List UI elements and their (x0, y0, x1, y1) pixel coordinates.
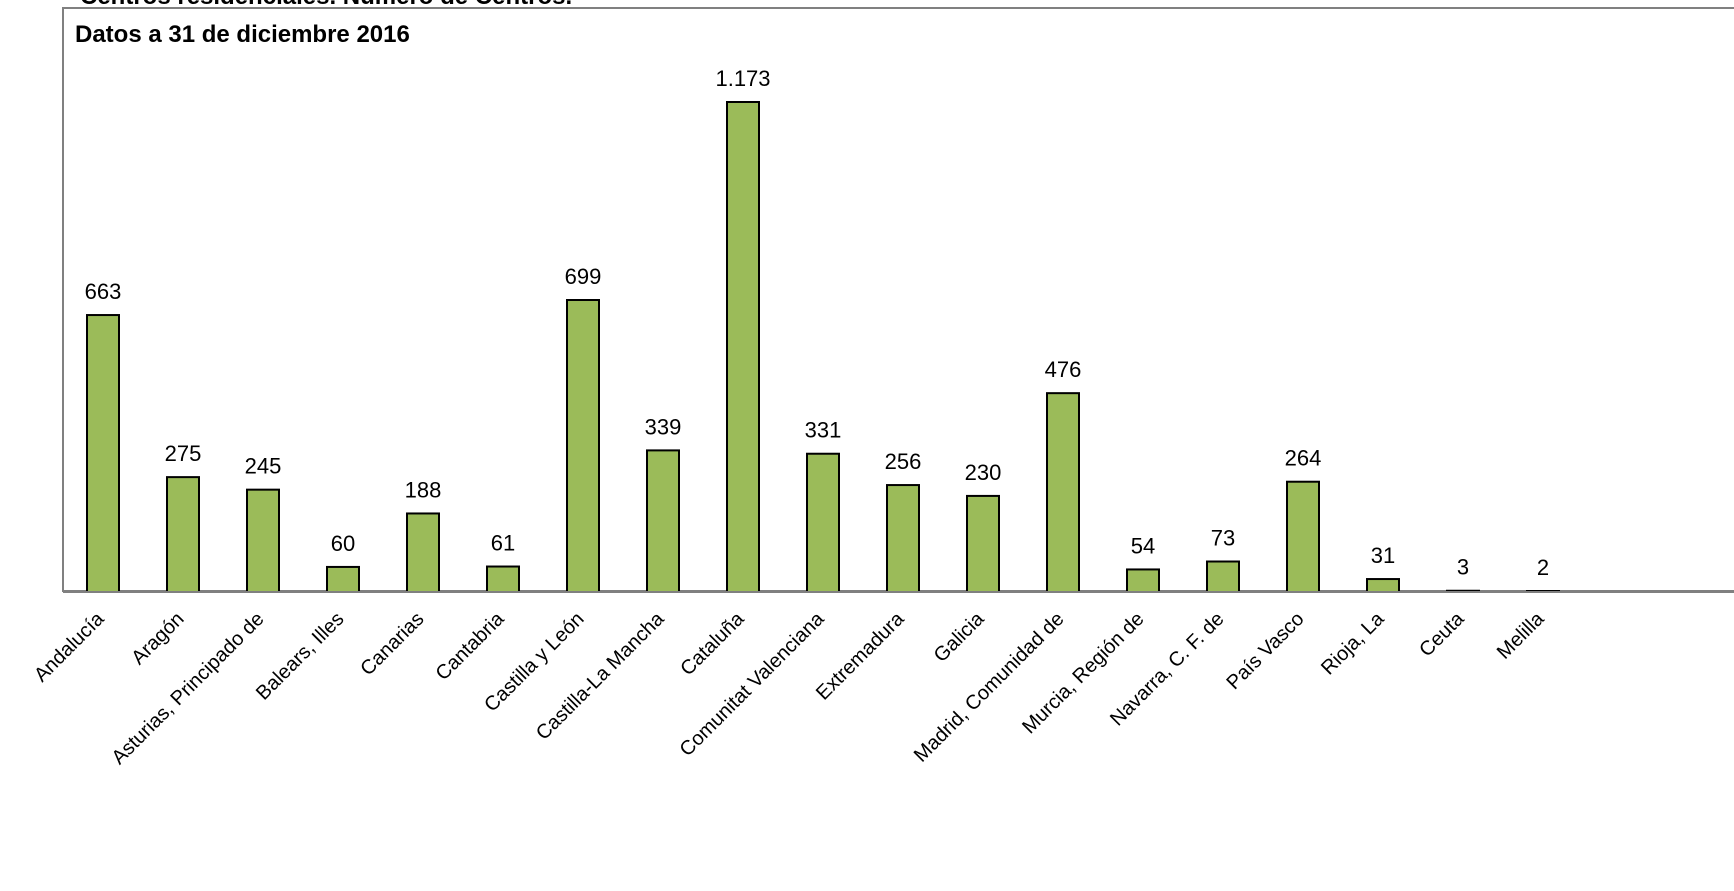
category-label: Ceuta (1415, 607, 1469, 661)
value-label: 230 (965, 460, 1002, 485)
bar-asturias-principado-de (246, 488, 280, 593)
chart-title: Centros residenciales. Número de Centros… (80, 0, 572, 10)
bars-group (86, 101, 1560, 594)
bar-balears-illes (326, 565, 360, 593)
bar-cataluna (726, 101, 760, 593)
value-label: 188 (405, 477, 442, 502)
bar-aragon (166, 476, 200, 594)
category-label: Asturias, Principado de (108, 608, 269, 769)
bar-rioja-la (1366, 578, 1400, 593)
category-label: Cataluña (676, 607, 749, 680)
bar-navarra-c-f-de (1206, 560, 1240, 594)
value-label: 256 (885, 449, 922, 474)
value-label: 339 (645, 414, 682, 439)
value-label: 1.173 (715, 66, 770, 91)
value-label: 54 (1131, 533, 1155, 558)
category-label: Rioja, La (1317, 607, 1389, 679)
bar-cantabria (486, 565, 520, 593)
bar-canarias (406, 512, 440, 593)
category-label: Melilla (1493, 607, 1549, 663)
value-label: 264 (1285, 446, 1322, 471)
value-label: 73 (1211, 526, 1235, 551)
bar-murcia-region-de (1126, 568, 1160, 593)
category-label: Andalucía (30, 607, 109, 686)
value-label: 476 (1045, 357, 1082, 382)
bar-castilla-y-leon (566, 299, 600, 593)
bar-castilla-la-mancha (646, 449, 680, 593)
value-label: 2 (1537, 555, 1549, 580)
category-label: Canarias (356, 608, 428, 680)
category-label: Madrid, Comunidad de (910, 608, 1069, 767)
value-label: 60 (331, 531, 355, 556)
value-label: 663 (85, 279, 122, 304)
bar-comunitat-valenciana (806, 452, 840, 593)
value-label: 699 (565, 264, 602, 289)
bar-andalucia (86, 314, 120, 593)
category-label: Galicia (930, 607, 989, 666)
value-label: 331 (805, 418, 842, 443)
bar-pais-vasco (1286, 480, 1320, 593)
value-label: 3 (1457, 555, 1469, 580)
category-label: Comunitat Valenciana (676, 607, 829, 760)
category-label: Cantabria (432, 607, 509, 684)
category-label: Aragón (127, 608, 188, 669)
value-label: 61 (491, 531, 515, 556)
bar-extremadura (886, 484, 920, 593)
bar-galicia (966, 494, 1000, 593)
value-label: 245 (245, 454, 282, 479)
value-label: 275 (165, 441, 202, 466)
category-label: País Vasco (1222, 608, 1308, 694)
chart-subtitle: Datos a 31 de diciembre 2016 (75, 21, 410, 48)
bar-madrid-comunidad-de (1046, 392, 1080, 593)
value-label: 31 (1371, 543, 1395, 568)
